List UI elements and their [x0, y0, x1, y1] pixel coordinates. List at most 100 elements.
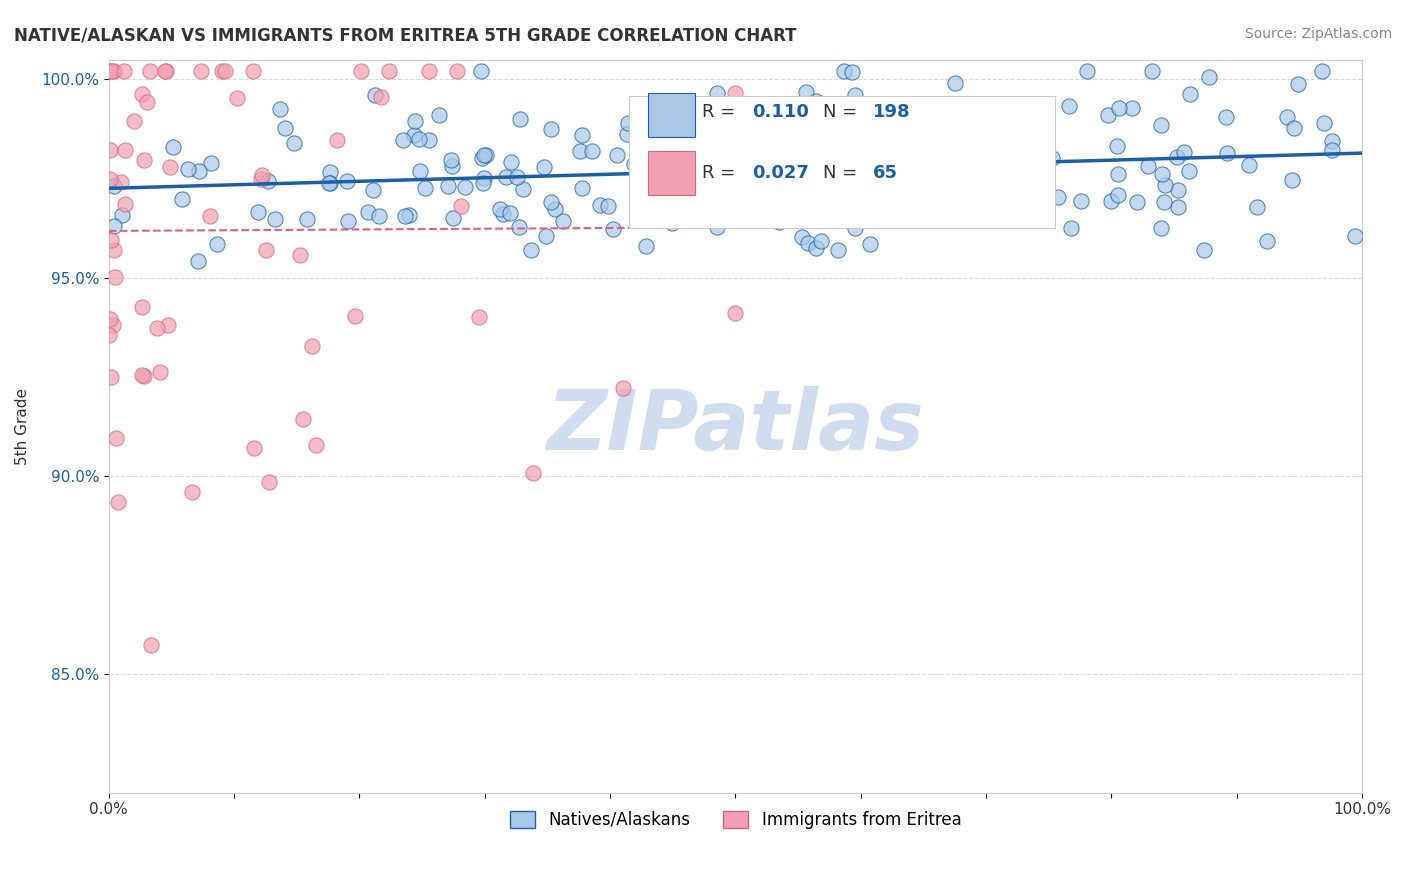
Point: [252, 169, 274, 183]
Point: [468, 310, 491, 324]
Point: [368, 209, 391, 223]
Point: [540, 122, 562, 136]
Point: [1105, 138, 1128, 153]
Point: [415, 181, 437, 195]
Point: [1286, 77, 1309, 91]
Point: [409, 164, 432, 178]
Legend: Natives/Alaskans, Immigrants from Eritrea: Natives/Alaskans, Immigrants from Eritre…: [503, 804, 967, 836]
Text: N =: N =: [823, 164, 863, 182]
Point: [1154, 178, 1177, 192]
Point: [350, 64, 373, 78]
Point: [440, 153, 463, 168]
Point: [159, 161, 181, 175]
Point: [472, 148, 495, 162]
Point: [889, 191, 911, 205]
Point: [103, 64, 125, 78]
Point: [336, 214, 359, 228]
Point: [943, 168, 966, 182]
Point: [264, 212, 287, 227]
Point: [100, 369, 122, 384]
Point: [1040, 151, 1063, 165]
Text: 0.110: 0.110: [752, 103, 808, 121]
Point: [665, 175, 688, 189]
Point: [112, 64, 135, 78]
Point: [131, 87, 153, 101]
Point: [786, 157, 808, 171]
Point: [122, 114, 145, 128]
Point: [634, 195, 657, 210]
Point: [1010, 114, 1032, 128]
Point: [1178, 163, 1201, 178]
Point: [512, 182, 534, 196]
Point: [111, 207, 134, 221]
Point: [131, 368, 153, 382]
Point: [815, 136, 838, 151]
Point: [190, 64, 212, 78]
Point: [1322, 134, 1344, 148]
Point: [1153, 195, 1175, 210]
Point: [668, 172, 690, 186]
Point: [799, 170, 821, 185]
Point: [274, 121, 297, 136]
Point: [187, 253, 209, 268]
Point: [606, 148, 628, 162]
Point: [1313, 115, 1336, 129]
Point: [101, 318, 124, 333]
Point: [917, 118, 939, 132]
Point: [724, 176, 747, 190]
Point: [472, 170, 495, 185]
Point: [291, 412, 314, 426]
Point: [243, 441, 266, 455]
Point: [692, 105, 714, 120]
Point: [873, 175, 896, 189]
Point: [820, 145, 842, 160]
Point: [721, 147, 744, 161]
Text: R =: R =: [702, 164, 741, 182]
Point: [540, 194, 562, 209]
Point: [804, 94, 827, 108]
Point: [290, 248, 312, 262]
Point: [98, 64, 121, 78]
Point: [844, 220, 866, 235]
Point: [1282, 121, 1305, 136]
Point: [437, 179, 460, 194]
Point: [98, 327, 121, 342]
Point: [470, 64, 492, 78]
Point: [534, 229, 557, 244]
Point: [499, 206, 522, 220]
Point: [806, 241, 828, 255]
Point: [257, 174, 280, 188]
Point: [751, 163, 773, 178]
Point: [326, 132, 349, 146]
Point: [98, 311, 121, 326]
Point: [172, 192, 194, 206]
Point: [398, 208, 420, 222]
Point: [1275, 110, 1298, 124]
Point: [932, 155, 955, 169]
Point: [1099, 194, 1122, 209]
Text: 65: 65: [873, 164, 898, 182]
Point: [344, 310, 367, 324]
Point: [319, 176, 342, 190]
Point: [155, 64, 177, 78]
Point: [198, 209, 221, 223]
Point: [841, 64, 863, 78]
Point: [336, 174, 359, 188]
Point: [1215, 145, 1237, 160]
Text: ZIPatlas: ZIPatlas: [547, 385, 924, 467]
Point: [211, 64, 233, 78]
Point: [834, 64, 856, 78]
Point: [418, 64, 440, 78]
Point: [1198, 70, 1220, 84]
Point: [882, 195, 904, 210]
Point: [911, 174, 934, 188]
Point: [392, 133, 415, 147]
Point: [695, 163, 717, 178]
Point: [533, 160, 555, 174]
Point: [301, 339, 323, 353]
Point: [790, 139, 813, 153]
Point: [101, 64, 124, 78]
Point: [103, 244, 125, 258]
Point: [903, 154, 925, 169]
Point: [723, 97, 745, 112]
